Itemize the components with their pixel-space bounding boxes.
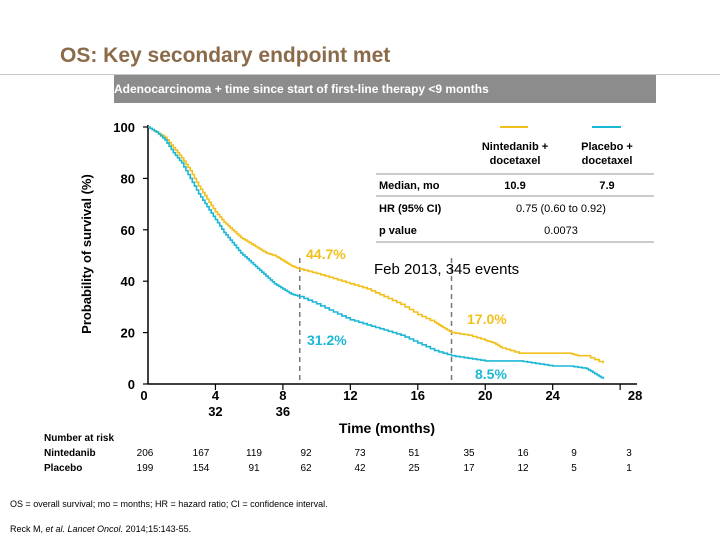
risk-value-nintedanib: 206 [136, 448, 154, 459]
x-tick-label-4: 4 [212, 388, 220, 403]
reference-authors: Reck M, [10, 524, 46, 534]
risk-value-placebo: 25 [408, 463, 420, 474]
title-divider [0, 74, 720, 75]
risk-value-nintedanib: 35 [463, 448, 475, 459]
survival-label-8-5pct: 8.5% [475, 366, 507, 382]
risk-row-label-nintedanib: Nintedanib [44, 448, 96, 459]
chart-axes [147, 125, 637, 385]
x-tick-label-0: 0 [140, 388, 147, 403]
risk-value-nintedanib: 16 [517, 448, 529, 459]
risk-value-nintedanib: 119 [246, 448, 262, 459]
risk-value-placebo: 199 [136, 463, 154, 474]
stats-p-value: 0.0073 [544, 225, 578, 237]
reference-footnote: Reck M, et al. Lancet Oncol. 2014;15:143… [10, 524, 191, 534]
y-tick-label-0: 0 [128, 377, 135, 392]
survival-label-31-2pct: 31.2% [307, 332, 347, 348]
risk-value-placebo: 12 [517, 463, 529, 474]
y-tick-label-40: 40 [121, 274, 135, 289]
risk-value-placebo: 5 [571, 463, 577, 474]
risk-table-title: Number at risk [44, 433, 115, 444]
x-tick-label-20: 20 [478, 388, 492, 403]
stats-header-placebo-line1: Placebo + [581, 141, 633, 153]
y-tick-label-20: 20 [121, 326, 135, 341]
survival-label-17-0pct: 17.0% [467, 311, 507, 327]
risk-value-nintedanib: 9 [571, 448, 577, 459]
risk-value-placebo: 1 [626, 463, 632, 474]
risk-value-nintedanib: 92 [300, 448, 312, 459]
x-axis-label: Time (months) [339, 420, 435, 436]
risk-value-nintedanib: 167 [192, 448, 210, 459]
reference-journal: et al. Lancet Oncol. [45, 524, 124, 534]
y-tick-label-80: 80 [121, 171, 135, 186]
y-tick-label-100: 100 [113, 120, 135, 135]
x-tick-label-row2-36: 36 [276, 404, 290, 419]
stats-header-placebo-line2: docetaxel [582, 155, 633, 167]
stats-row-label-p: p value [379, 225, 417, 237]
risk-value-nintedanib: 3 [626, 448, 632, 459]
survival-label-44-7pct: 44.7% [306, 246, 346, 262]
risk-value-placebo: 17 [463, 463, 475, 474]
km-curve-nintedanib [148, 126, 605, 364]
risk-value-nintedanib: 51 [408, 448, 420, 459]
x-tick-label-16: 16 [411, 388, 425, 403]
stats-row-label-median: Median, mo [379, 180, 440, 192]
stats-median-nintedanib: 10.9 [504, 180, 525, 192]
subgroup-banner-text: Adenocarcinoma + time since start of fir… [114, 82, 489, 96]
stats-table: Nintedanib + docetaxel Placebo + docetax… [376, 126, 654, 243]
x-tick-label-row2-32: 32 [208, 404, 222, 419]
risk-value-placebo: 42 [354, 463, 366, 474]
abbreviations-footnote: OS = overall survival; mo = months; HR =… [10, 499, 328, 509]
km-curve-placebo [148, 126, 605, 379]
x-tick-label-8: 8 [279, 388, 286, 403]
x-tick-label-24: 24 [545, 388, 560, 403]
risk-row-label-placebo: Placebo [44, 463, 83, 474]
x-tick-label-12: 12 [343, 388, 357, 403]
y-tick-label-60: 60 [121, 223, 135, 238]
x-tick-label-28: 28 [628, 388, 642, 403]
risk-value-placebo: 154 [192, 463, 210, 474]
reference-citation: 2014;15:143-55. [123, 524, 192, 534]
slide-title: OS: Key secondary endpoint met [60, 44, 391, 67]
stats-row-label-hr: HR (95% CI) [379, 203, 442, 215]
stats-header-nintedanib-line1: Nintedanib + [482, 141, 548, 153]
stats-hr-value: 0.75 (0.60 to 0.92) [516, 203, 606, 215]
risk-value-placebo: 62 [300, 463, 312, 474]
y-axis-label: Probability of survival (%) [79, 174, 94, 334]
risk-value-nintedanib: 73 [354, 448, 366, 459]
risk-value-placebo: 91 [248, 463, 260, 474]
data-cutoff-note: Feb 2013, 345 events [374, 261, 519, 278]
subgroup-banner: Adenocarcinoma + time since start of fir… [114, 75, 656, 103]
stats-median-placebo: 7.9 [599, 180, 614, 192]
stats-header-nintedanib-line2: docetaxel [490, 155, 541, 167]
